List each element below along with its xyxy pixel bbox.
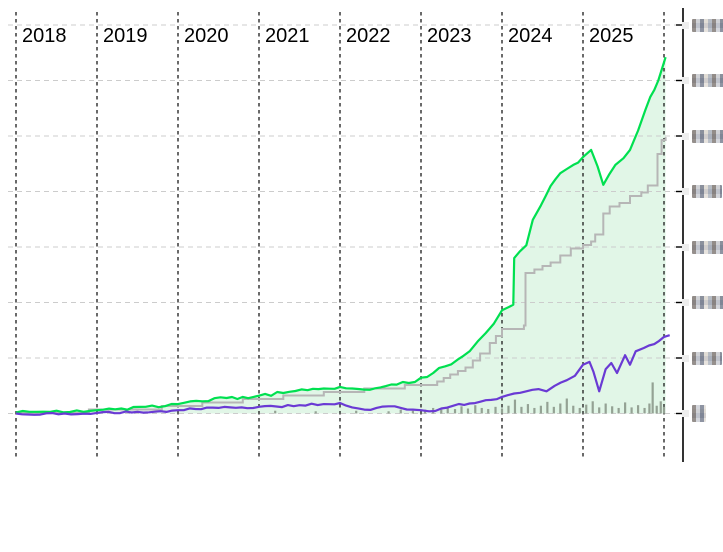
horizontal-gridlines xyxy=(8,24,683,415)
svg-text:2019: 2019 xyxy=(103,25,148,47)
svg-text:2022: 2022 xyxy=(346,25,391,47)
chart-legend: Einlagen / Entnahmen Investiertes Kapita… xyxy=(0,465,723,552)
svg-text:2021: 2021 xyxy=(265,25,310,47)
year-gridlines xyxy=(15,12,665,458)
gesamtsumme-area-fill xyxy=(16,57,666,414)
performance-chart-canvas[interactable]: 2018 2019 2020 2021 2022 2023 2024 2025 xyxy=(0,0,723,465)
svg-text:2023: 2023 xyxy=(427,25,472,47)
year-labels: 2018 2019 2020 2021 2022 2023 2024 2025 xyxy=(22,25,634,47)
svg-text:2024: 2024 xyxy=(508,25,553,47)
gesamtsumme-line xyxy=(15,56,667,414)
chart-area: 2018 2019 2020 2021 2022 2023 2024 2025 xyxy=(0,0,723,465)
svg-text:2025: 2025 xyxy=(589,25,634,47)
svg-text:2018: 2018 xyxy=(22,25,67,47)
delta-line xyxy=(15,334,671,416)
svg-text:2020: 2020 xyxy=(184,25,229,47)
